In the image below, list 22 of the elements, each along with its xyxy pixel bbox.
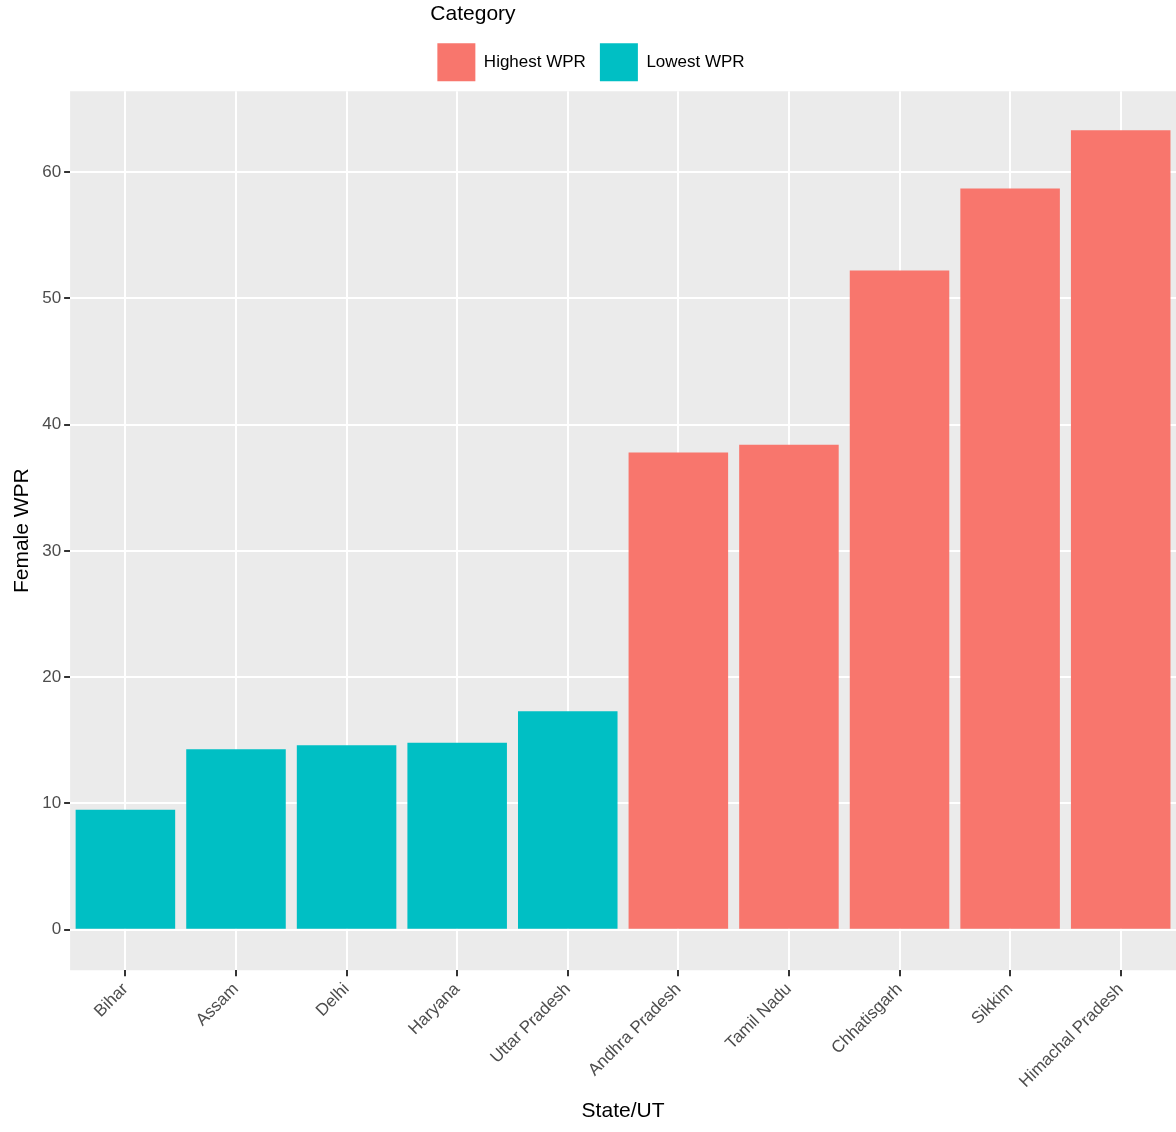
legend-label: Lowest WPR (646, 51, 745, 71)
bar (75, 809, 176, 929)
y-tick-label: 60 (42, 161, 62, 181)
bar (628, 452, 729, 929)
y-axis-title: Female WPR (9, 468, 33, 594)
y-tick-label: 10 (42, 793, 62, 813)
bar (1070, 130, 1171, 929)
bar (296, 745, 397, 929)
bar (407, 742, 507, 929)
bar (186, 749, 286, 929)
bar (960, 188, 1060, 929)
legend-label: Highest WPR (483, 51, 586, 71)
legend-title: Category (430, 1, 517, 25)
bar (518, 711, 618, 929)
y-tick-label: 20 (42, 666, 62, 686)
y-tick-label: 0 (51, 919, 62, 939)
bar (739, 444, 839, 929)
x-axis-title: State/UT (581, 1098, 665, 1122)
y-tick-label: 30 (42, 540, 62, 560)
bar (849, 270, 950, 929)
y-tick-label: 40 (42, 414, 62, 434)
y-tick-label: 50 (42, 288, 62, 307)
